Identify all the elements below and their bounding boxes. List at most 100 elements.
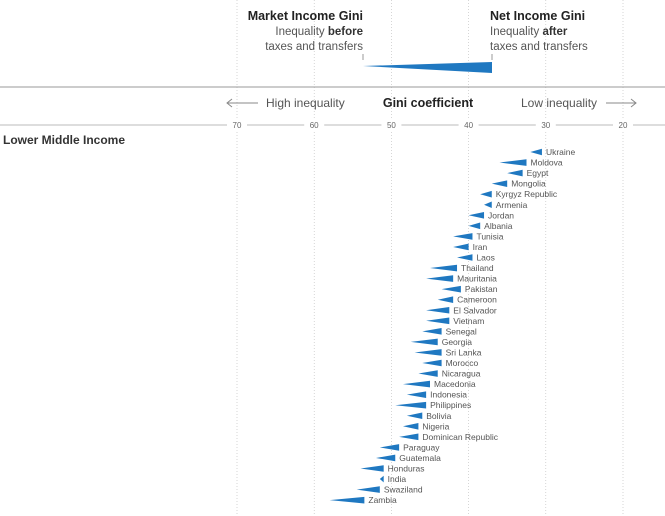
country-label-nicaragua: Nicaragua — [442, 369, 481, 379]
legend-net-desc-1-text: Inequality — [490, 26, 542, 38]
bar-iran — [453, 243, 469, 251]
bar-pakistan — [441, 285, 461, 293]
country-label-armenia: Armenia — [496, 200, 528, 210]
bar-morocco — [422, 359, 442, 367]
tick-labels: 70 60 50 40 30 20 — [227, 119, 633, 130]
country-label-swaziland: Swaziland — [384, 485, 423, 495]
bar-cameroon — [437, 296, 454, 303]
country-label-iran: Iran — [473, 242, 488, 252]
bar-philippines — [395, 401, 427, 409]
country-label-zambia: Zambia — [368, 495, 397, 505]
country-label-dominican-republic: Dominican Republic — [422, 432, 498, 442]
country-label-pakistan: Pakistan — [465, 284, 498, 294]
right-arrow — [606, 98, 637, 108]
country-label-mongolia: Mongolia — [511, 179, 546, 189]
bar-laos — [457, 254, 473, 261]
bar-kyrgyz-republic — [480, 190, 492, 198]
bar-thailand — [430, 264, 458, 272]
bar-mauritania — [426, 275, 454, 282]
legend-market-title: Market Income Gini — [248, 9, 363, 23]
tick-label-20: 20 — [619, 121, 628, 130]
legend-market-desc-1-bold: before — [328, 26, 363, 38]
country-label-indonesia: Indonesia — [430, 390, 467, 400]
bar-nicaragua — [418, 370, 438, 377]
bar-georgia — [410, 338, 438, 346]
bar-el-salvador — [426, 306, 450, 314]
bar-armenia — [484, 201, 492, 209]
country-label-morocco: Morocco — [446, 358, 479, 368]
bar-mongolia — [491, 180, 508, 187]
bar-india — [379, 475, 384, 483]
tick-label-bg-40 — [458, 119, 479, 130]
bar-senegal — [422, 328, 442, 335]
tick-label-bg-70 — [227, 119, 247, 130]
tick-label-70: 70 — [233, 121, 242, 130]
bar-dominican-republic — [399, 433, 419, 441]
axis-left-label: High inequality — [266, 96, 345, 110]
country-label-vietnam: Vietnam — [453, 316, 484, 326]
country-label-kyrgyz-republic: Kyrgyz Republic — [496, 189, 558, 199]
country-label-thailand: Thailand — [461, 263, 494, 273]
country-label-egypt: Egypt — [527, 168, 549, 178]
bar-tunisia — [453, 233, 473, 240]
country-label-philippines: Philippines — [430, 400, 471, 410]
tick-label-50: 50 — [387, 121, 396, 130]
country-label-india: India — [388, 474, 407, 484]
bar-zambia — [329, 496, 365, 504]
country-label-honduras: Honduras — [388, 464, 425, 474]
legend-market-desc-2: taxes and transfers — [265, 41, 363, 53]
tick-label-60: 60 — [310, 121, 319, 130]
legend-net-title: Net Income Gini — [490, 9, 585, 23]
bar-sri-lanka — [414, 349, 442, 356]
country-label-sri-lanka: Sri Lanka — [446, 347, 482, 357]
bar-egypt — [507, 169, 523, 177]
bar-bolivia — [406, 412, 423, 420]
bar-swaziland — [356, 486, 380, 493]
bar-nigeria — [402, 423, 419, 430]
country-label-nigeria: Nigeria — [422, 421, 449, 431]
country-label-cameroon: Cameroon — [457, 295, 497, 305]
country-label-georgia: Georgia — [442, 337, 473, 347]
tick-label-30: 30 — [541, 121, 550, 130]
tick-label-bg-60 — [304, 119, 325, 130]
bar-albania — [468, 222, 481, 230]
group-title: Lower Middle Income — [3, 133, 125, 147]
bar-macedonia — [402, 380, 430, 388]
country-label-el-salvador: El Salvador — [453, 305, 497, 315]
country-label-mauritania: Mauritania — [457, 274, 497, 284]
legend: Market Income Gini Inequality before tax… — [248, 9, 588, 73]
legend-market-desc-1: Inequality before — [275, 26, 363, 38]
country-label-albania: Albania — [484, 221, 513, 231]
country-label-bolivia: Bolivia — [426, 411, 451, 421]
bar-paraguay — [379, 444, 400, 451]
tick-label-40: 40 — [464, 121, 473, 130]
legend-net-desc-2: taxes and transfers — [490, 41, 588, 53]
country-label-jordan: Jordan — [488, 210, 514, 220]
country-label-guatemala: Guatemala — [399, 453, 441, 463]
bar-jordan — [468, 212, 485, 219]
legend-net-desc-1: Inequality after — [490, 26, 568, 38]
country-label-senegal: Senegal — [446, 326, 477, 336]
bar-moldova — [499, 159, 527, 166]
country-label-ukraine: Ukraine — [546, 147, 576, 157]
legend-net-desc-1-bold: after — [542, 26, 567, 38]
axis-right-label: Low inequality — [521, 96, 597, 110]
country-label-tunisia: Tunisia — [476, 231, 503, 241]
axis-title: Gini coefficient — [383, 96, 474, 110]
country-label-moldova: Moldova — [531, 158, 563, 168]
tick-label-bg-50 — [381, 119, 402, 130]
left-arrow — [226, 98, 258, 108]
bar-honduras — [360, 465, 384, 472]
tick-label-bg-30 — [535, 119, 556, 130]
legend-wedge — [363, 62, 492, 73]
bar-guatemala — [375, 454, 396, 462]
country-label-macedonia: Macedonia — [434, 379, 476, 389]
legend-market-desc-1-text: Inequality — [275, 26, 327, 38]
bar-vietnam — [426, 317, 450, 325]
bar-indonesia — [406, 391, 427, 398]
country-label-laos: Laos — [476, 253, 494, 263]
tick-label-bg-20 — [613, 119, 633, 130]
country-label-paraguay: Paraguay — [403, 442, 440, 452]
